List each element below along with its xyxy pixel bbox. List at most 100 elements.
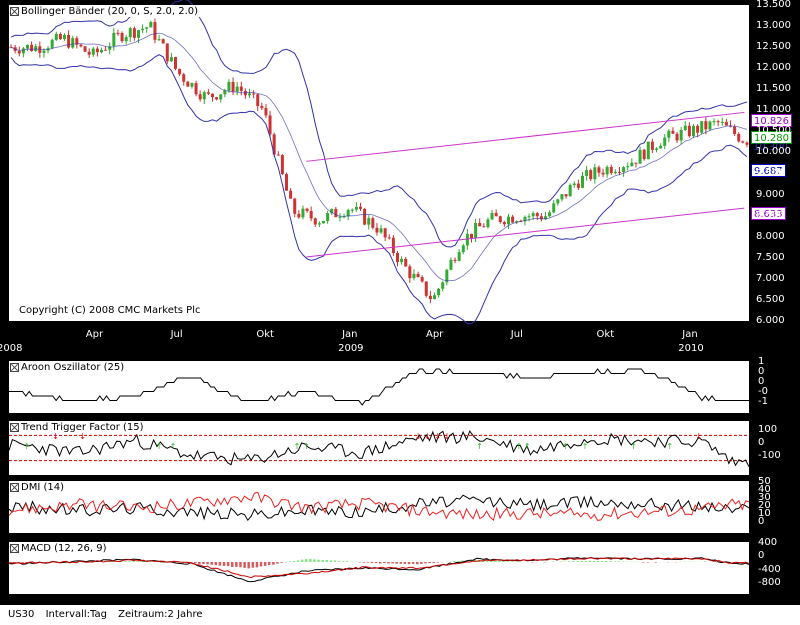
- candle-body: [400, 258, 404, 263]
- candle-body: [141, 28, 145, 31]
- candle-body: [186, 81, 190, 87]
- macd-histogram-bar: [617, 561, 620, 562]
- ttf-pane: ↑ ↓ ↓ ↑ ↑ ↑ ↑ ↓ ↓ ↓ ↓ ↑ ↑ ↑ ↑ ↑ ↑ ↑ ↓ Trend Trigger Factor…: [8, 421, 750, 475]
- candle-body: [363, 208, 367, 225]
- macd-histogram-bar: [305, 559, 308, 562]
- aroon-pane: Aroon Oszillator (25): [9, 361, 749, 413]
- candle-body: [95, 48, 99, 53]
- close-icon[interactable]: [10, 362, 19, 372]
- candle-body: [26, 44, 29, 49]
- footer-bar: US30 Intervall:Tag Zeitraum:2 Jahre: [0, 605, 800, 625]
- main-chart-pane: Bollinger Bänder (20, 0, S, 2.0, 2.0) Co…: [9, 0, 749, 325]
- macd-histogram-bar: [403, 562, 407, 564]
- dmi-tick-label: 40: [758, 484, 771, 495]
- indicator-line-1: [8, 557, 750, 579]
- candle-body: [322, 220, 325, 224]
- candle-body: [396, 252, 399, 263]
- ttf-title: Trend Trigger Factor (15): [21, 421, 144, 433]
- candle-body: [157, 39, 161, 41]
- macd-pane: MACD (12, 26, 9): [8, 542, 750, 594]
- close-icon[interactable]: [10, 543, 19, 553]
- candle-body: [704, 121, 708, 130]
- candle-body: [112, 32, 116, 47]
- candle-body: [235, 86, 239, 92]
- ttf-chart: ↑↓ ↓↑ ↑ ↑ ↑↓ ↓ ↓ ↓↑ ↑ ↑ ↑ ↑ ↑ ↑↓: [8, 430, 750, 467]
- month-label: Okt: [596, 329, 615, 340]
- macd-histogram-bar: [292, 561, 296, 562]
- candle-body: [552, 203, 556, 213]
- macd-histogram-bar: [510, 561, 514, 562]
- dmi-panel-title: DMI (14): [9, 481, 66, 493]
- candle-body: [256, 94, 260, 107]
- candle-body: [502, 222, 506, 225]
- macd-histogram-bar: [506, 561, 509, 562]
- macd-histogram-bar: [148, 561, 152, 562]
- macd-histogram-bar: [74, 561, 78, 562]
- candle-body: [683, 125, 687, 130]
- candle-body: [285, 174, 288, 191]
- month-label: Jul: [510, 329, 523, 340]
- macd-tick-label: -800: [758, 577, 781, 588]
- candle-body: [712, 121, 716, 123]
- macd-histogram-bar: [621, 561, 625, 562]
- candle-body: [338, 216, 342, 218]
- candle-body: [601, 172, 605, 175]
- buy-arrow-icon: ↑: [515, 442, 522, 451]
- candle-body: [104, 49, 108, 51]
- price-tick-label: 11.000: [756, 104, 791, 116]
- candle-body: [280, 155, 284, 175]
- macd-histogram-bar: [374, 562, 378, 563]
- year-label: 2009: [338, 343, 364, 354]
- macd-histogram-bar: [337, 561, 341, 562]
- price-tag-upper-channel: 10.826: [751, 114, 792, 127]
- candle-body: [309, 211, 313, 219]
- candle-body: [560, 194, 564, 200]
- macd-histogram-bar: [263, 562, 267, 566]
- macd-histogram-bar: [13, 562, 16, 563]
- macd-histogram-bar: [366, 562, 370, 563]
- year-label: 2008: [0, 343, 23, 354]
- close-icon[interactable]: [10, 422, 19, 432]
- candle-body: [42, 50, 46, 53]
- candle-body: [359, 206, 362, 209]
- macd-histogram-bar: [214, 562, 218, 566]
- candle-body: [87, 51, 91, 55]
- candle-body: [211, 93, 214, 98]
- candle-body: [83, 46, 87, 52]
- macd-histogram-bar: [239, 562, 242, 568]
- year-label: 2010: [678, 343, 704, 354]
- macd-tick-label: 400: [758, 537, 778, 548]
- macd-histogram-bar: [247, 562, 250, 569]
- price-tick-label: 12.500: [756, 41, 791, 53]
- candle-body: [630, 162, 634, 167]
- candle-body: [667, 130, 671, 138]
- price-tick-label: 13.000: [756, 20, 791, 32]
- price-tag-middle: 10.300: [753, 142, 788, 153]
- candle-body: [153, 22, 157, 40]
- candle-body: [100, 49, 103, 53]
- price-tag-close: 10.280: [751, 131, 792, 144]
- macd-histogram-bar: [111, 561, 115, 562]
- buy-arrow-icon: ↑: [170, 442, 177, 451]
- candle-body: [708, 121, 712, 130]
- macd-histogram-bar: [128, 561, 131, 562]
- candle-body: [461, 245, 465, 253]
- candle-body: [618, 171, 621, 173]
- lower-channel-line: [306, 207, 745, 258]
- macd-histogram-bar: [580, 560, 583, 562]
- candle-body: [474, 223, 478, 239]
- close-icon[interactable]: [10, 482, 19, 492]
- candle-body: [626, 166, 630, 168]
- indicator-line-0: [9, 368, 749, 406]
- macd-histogram-bar: [407, 562, 411, 565]
- sell-arrow-icon: ↓: [695, 432, 702, 441]
- candle-body: [219, 94, 223, 100]
- buy-arrow-icon: ↑: [23, 442, 30, 451]
- ttf-panel-title: Trend Trigger Factor (15): [9, 421, 146, 433]
- macd-title: MACD (12, 26, 9): [21, 542, 107, 554]
- close-icon[interactable]: [10, 6, 19, 16]
- candle-body: [642, 149, 646, 160]
- candle-body: [441, 282, 445, 289]
- aroon-tick-label: 0: [758, 376, 765, 387]
- candle-body: [227, 81, 231, 91]
